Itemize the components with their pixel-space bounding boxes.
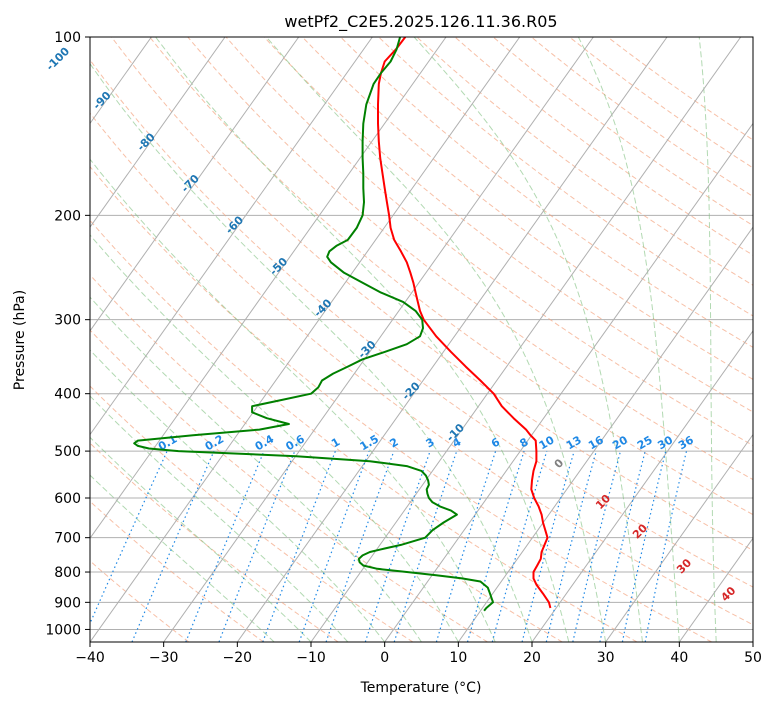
x-tick-label: −20 [223, 650, 253, 666]
y-tick-label: 600 [54, 491, 81, 507]
chart-title: wetPf2_C2E5.2025.126.11.36.R05 [284, 12, 557, 32]
x-tick-label: 0 [380, 650, 389, 666]
y-tick-label: 500 [54, 444, 81, 460]
y-tick-label: 800 [54, 565, 81, 581]
x-tick-label: 30 [597, 650, 615, 666]
y-axis-label: Pressure (hPa) [12, 290, 28, 390]
x-tick-label: −40 [75, 650, 105, 666]
y-tick-label: 100 [54, 30, 81, 46]
x-tick-label: −10 [296, 650, 326, 666]
x-axis-label: Temperature (°C) [360, 680, 482, 696]
x-tick-label: 50 [744, 650, 762, 666]
y-tick-label: 300 [54, 313, 81, 329]
y-tick-label: 400 [54, 387, 81, 403]
y-tick-label: 700 [54, 531, 81, 547]
y-tick-label: 1000 [45, 622, 81, 638]
x-tick-label: 10 [449, 650, 467, 666]
y-tick-label: 900 [54, 595, 81, 611]
x-tick-label: −30 [149, 650, 179, 666]
x-tick-label: 40 [670, 650, 688, 666]
x-tick-label: 20 [523, 650, 541, 666]
y-tick-label: 200 [54, 208, 81, 224]
